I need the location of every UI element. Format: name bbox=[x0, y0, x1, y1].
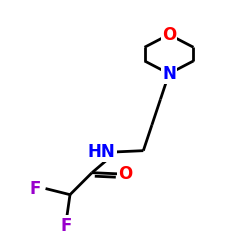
Text: O: O bbox=[162, 26, 176, 44]
Text: N: N bbox=[162, 65, 176, 83]
Text: F: F bbox=[61, 217, 72, 235]
Text: F: F bbox=[29, 180, 41, 198]
Text: O: O bbox=[118, 165, 132, 183]
Text: HN: HN bbox=[88, 143, 115, 161]
